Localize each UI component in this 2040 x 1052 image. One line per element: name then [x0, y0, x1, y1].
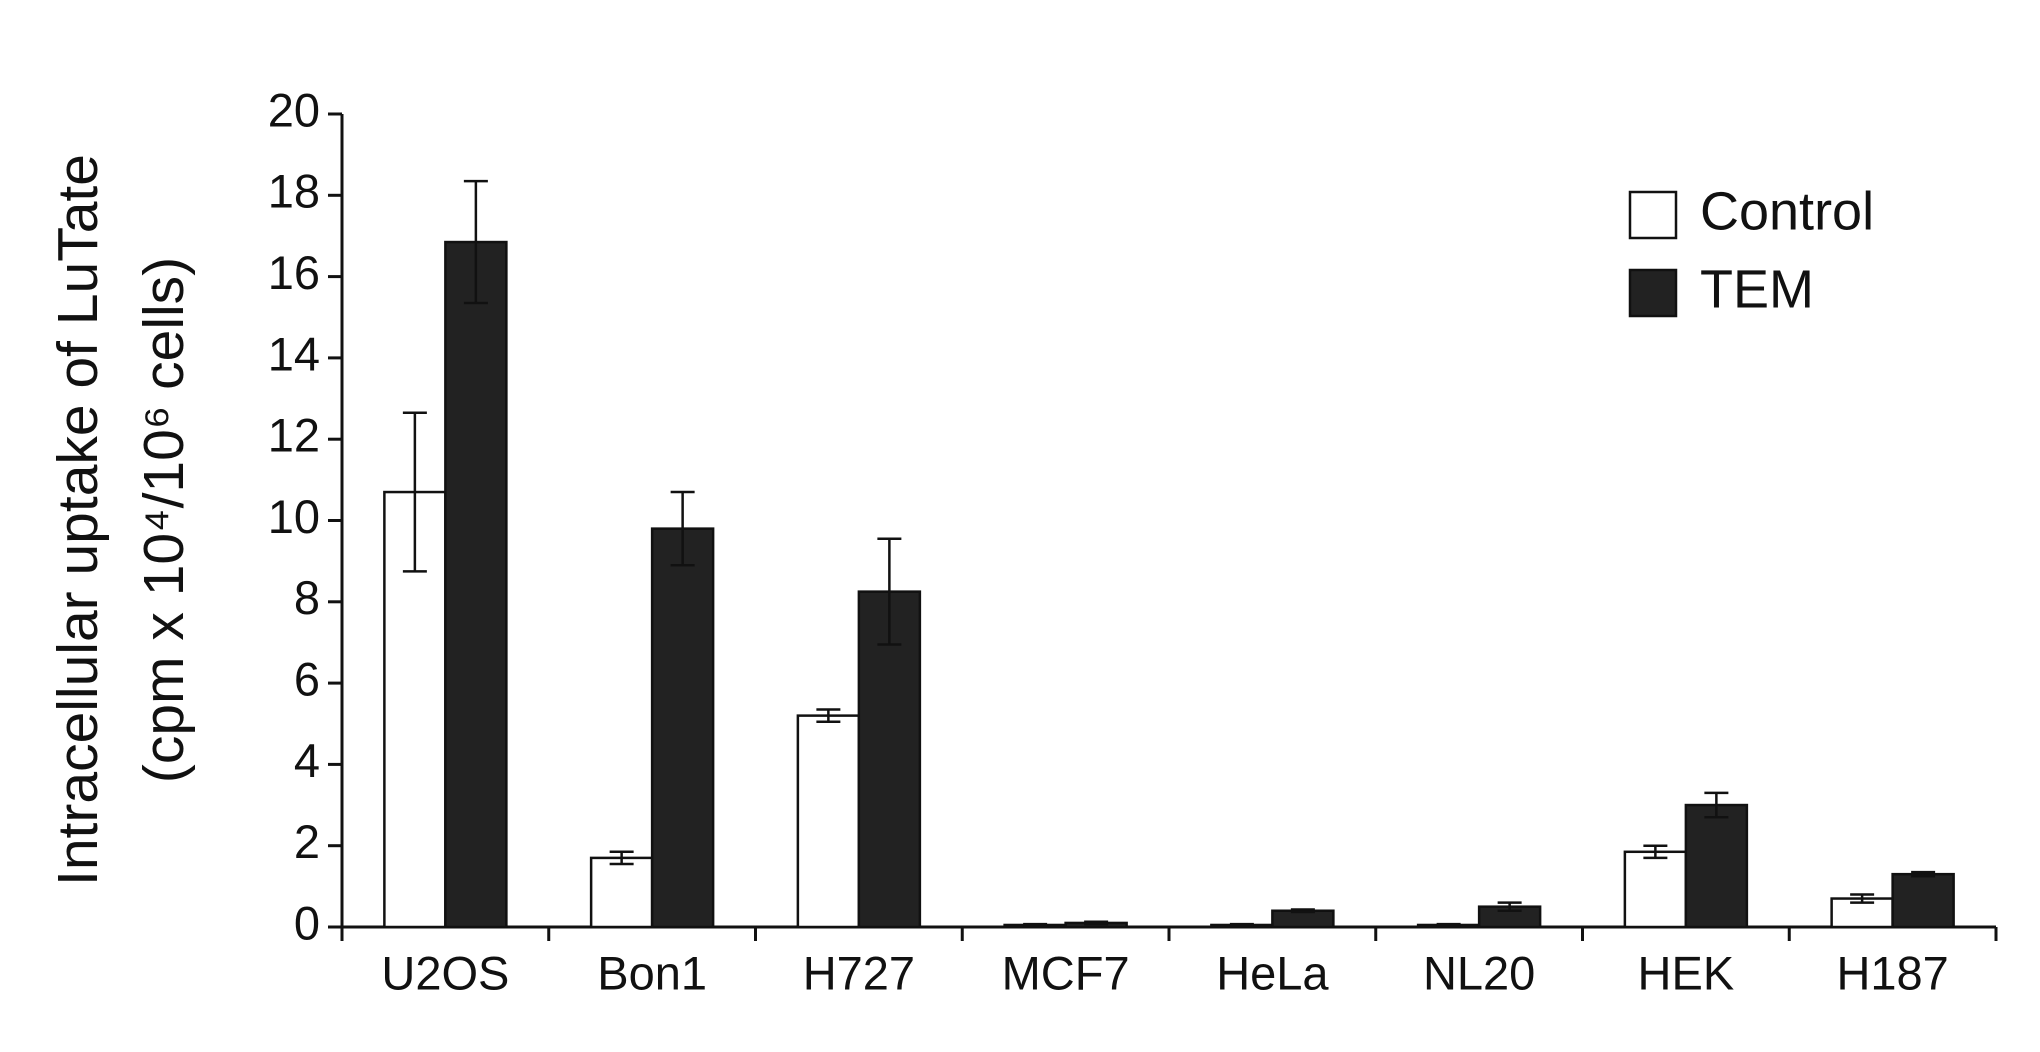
x-tick-label: H187 [1836, 946, 1948, 999]
y-axis-label: Intracellular uptake of LuTate (cpm x 10… [46, 154, 196, 886]
bar [1623, 850, 1688, 929]
error-bar [1911, 870, 1936, 878]
y-tick-label: 16 [268, 246, 320, 299]
error-bar [1850, 893, 1875, 904]
bar [650, 527, 715, 929]
error-bar [1704, 791, 1729, 819]
error-bar [1084, 920, 1109, 926]
bar [589, 856, 654, 929]
legend-label: TEM [1700, 259, 1814, 319]
y-tick-label: 20 [268, 83, 320, 136]
bar [1891, 872, 1955, 929]
x-tick-label: HeLa [1216, 946, 1329, 999]
x-tick-label: Bon1 [597, 946, 707, 999]
legend-swatch [1628, 268, 1678, 318]
legend-label: Control [1700, 181, 1874, 241]
error-bar [1436, 922, 1461, 928]
error-bar [877, 537, 902, 646]
x-tick-label: H727 [803, 946, 915, 999]
bar [444, 240, 508, 929]
error-bar [1290, 908, 1315, 914]
error-bar [816, 708, 841, 723]
error-bar [1497, 901, 1522, 912]
error-bar [609, 850, 634, 866]
y-tick-label: 10 [268, 490, 320, 543]
x-tick-label: MCF7 [1002, 946, 1130, 999]
y-tick-label: 0 [294, 896, 320, 949]
bar [1684, 803, 1749, 929]
x-tick-label: U2OS [381, 946, 509, 999]
y-tick-label: 12 [268, 409, 320, 462]
error-bar [670, 490, 695, 567]
legend-swatch [1628, 190, 1678, 240]
error-bar [1229, 922, 1254, 928]
x-tick-label: HEK [1638, 946, 1735, 999]
y-label-line: Intracellular uptake of LuTate [46, 154, 110, 886]
error-bar [463, 179, 488, 305]
y-label-line: (cpm x 10⁴/10⁶ cells) [132, 257, 196, 783]
error-bar [402, 411, 427, 573]
y-tick-label: 2 [294, 815, 320, 868]
y-tick-label: 4 [294, 734, 320, 787]
x-tick-label: NL20 [1423, 946, 1535, 999]
error-bar [1643, 844, 1668, 860]
y-tick-label: 18 [268, 165, 320, 218]
error-bar [1023, 922, 1048, 928]
y-tick-label: 8 [294, 571, 320, 624]
bar [796, 714, 861, 929]
y-tick-label: 14 [268, 327, 320, 380]
y-tick-label: 6 [294, 653, 320, 706]
